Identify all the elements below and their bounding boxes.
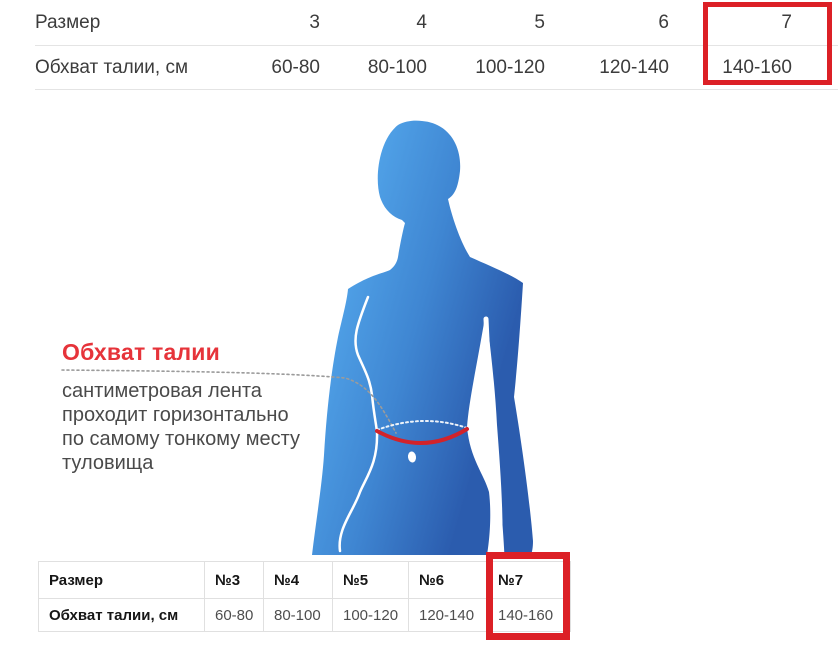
bottom-table-value-row: Обхват талии, см 60-80 80-100 100-120 12… (38, 598, 571, 632)
bottom-table-header-n3: №3 (204, 561, 264, 599)
bottom-table-waist-label: Обхват талии, см (38, 598, 205, 632)
top-table-waist-3: 60-80 (271, 56, 320, 78)
top-table-size-7: 7 (781, 11, 792, 33)
annotation-title: Обхват талии (62, 339, 220, 365)
top-table-size-row: Размер 3 4 5 6 7 (35, 0, 838, 46)
bottom-table-header-row: Размер №3 №4 №5 №6 №7 (38, 561, 571, 599)
top-table-size-5: 5 (534, 11, 545, 33)
size-table-top: Размер 3 4 5 6 7 Обхват талии, см 60-80 … (35, 0, 838, 90)
annotation-line-4: туловища (62, 452, 154, 474)
waist-ellipse-back-dotted (376, 420, 468, 431)
top-table-waist-4: 80-100 (367, 56, 427, 78)
top-table-waist-label: Обхват талии, см (35, 56, 189, 78)
annotation-line-3: по самому тонкому месту (62, 428, 301, 450)
bottom-table-waist-n4: 80-100 (263, 598, 333, 632)
bottom-table-header-n4: №4 (263, 561, 333, 599)
bottom-table-waist-n5: 100-120 (332, 598, 409, 632)
bottom-table-header-n7: №7 (487, 561, 571, 599)
top-table-size-4: 4 (416, 11, 427, 33)
top-table-waist-row: Обхват талии, см 60-80 80-100 100-120 12… (35, 46, 838, 90)
waist-measure-red-line (375, 427, 469, 445)
bottom-table-header-n5: №5 (332, 561, 409, 599)
annotation-line-2: проходит горизонтально (62, 404, 289, 426)
bottom-table-waist-n3: 60-80 (204, 598, 264, 632)
arm-torso-gap-line (483, 316, 505, 560)
top-table-waist-6: 120-140 (599, 56, 669, 78)
top-table-size-6: 6 (658, 11, 669, 33)
top-table-waist-5: 100-120 (475, 56, 545, 78)
bottom-table-header-size: Размер (38, 561, 205, 599)
top-table-waist-7: 140-160 (722, 56, 792, 78)
top-table-size-3: 3 (309, 11, 320, 33)
mannequin-silhouette (61, 120, 533, 560)
top-table-size-label: Размер (35, 11, 101, 33)
mannequin-body-shape (312, 120, 533, 556)
leader-dotted-line (61, 369, 397, 434)
bottom-table-header-n6: №6 (408, 561, 488, 599)
body-contour-line (338, 295, 379, 553)
size-table-bottom: Размер №3 №4 №5 №6 №7 Обхват талии, см 6… (38, 561, 571, 632)
bottom-table-waist-n6: 120-140 (408, 598, 488, 632)
annotation-line-1: сантиметровая лента (62, 380, 262, 402)
annotation-text: сантиметровая лента проходит горизонталь… (62, 379, 300, 475)
bottom-table-waist-n7: 140-160 (487, 598, 571, 632)
navel-dot (407, 451, 417, 463)
